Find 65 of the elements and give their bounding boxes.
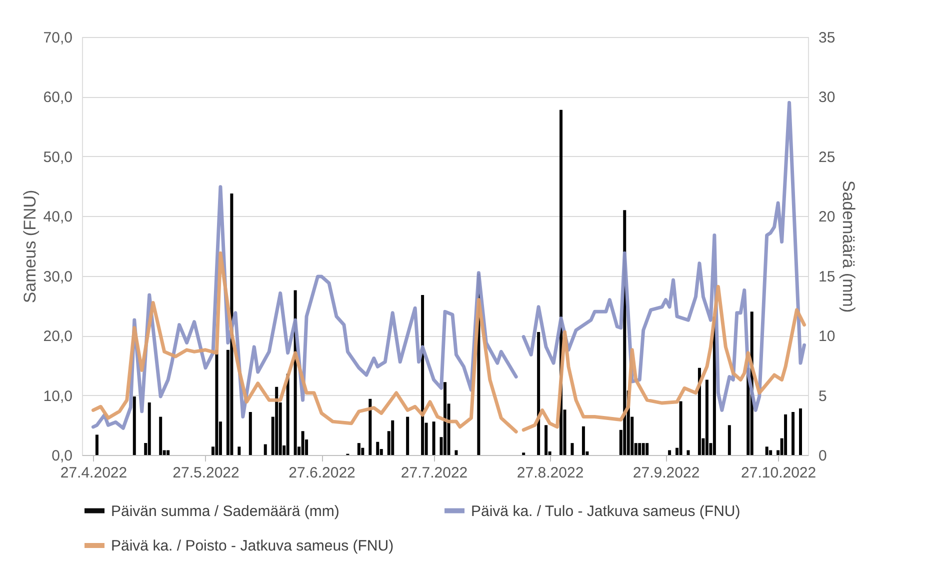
bar bbox=[784, 414, 788, 455]
bar bbox=[454, 450, 458, 455]
bar bbox=[646, 443, 649, 455]
y2-tick-label: 25 bbox=[818, 148, 836, 166]
bar bbox=[368, 398, 372, 455]
x-tick-label: 27.4.2022 bbox=[60, 464, 128, 482]
legend-label: Päivän summa / Sademäärä (mm) bbox=[111, 502, 340, 520]
bar bbox=[421, 294, 424, 455]
bar bbox=[799, 408, 802, 455]
bar bbox=[95, 434, 98, 455]
bar bbox=[642, 443, 645, 455]
bar bbox=[376, 442, 380, 455]
bar bbox=[582, 426, 585, 455]
y2-tick-label: 15 bbox=[818, 268, 836, 286]
bar bbox=[275, 386, 278, 455]
x-tick-label: 27.6.2022 bbox=[288, 464, 356, 482]
bar bbox=[301, 431, 304, 455]
bar bbox=[148, 402, 151, 455]
y-tick-label: 30,0 bbox=[43, 268, 72, 286]
y2-tick-label: 0 bbox=[818, 448, 827, 464]
y-tick-label: 70,0 bbox=[43, 30, 72, 46]
legend-label: Päivä ka. / Poisto - Jatkuva sameus (FNU) bbox=[111, 538, 394, 554]
bar bbox=[765, 446, 768, 455]
bar bbox=[132, 396, 136, 455]
y-tick-label: 20,0 bbox=[43, 328, 72, 346]
x-tick-label: 27.9.2022 bbox=[632, 464, 700, 482]
x-tick-label: 27.5.2022 bbox=[172, 464, 240, 482]
y-tick-label: 10,0 bbox=[43, 388, 72, 405]
y2-tick-label: 30 bbox=[818, 89, 836, 106]
bar bbox=[792, 412, 795, 455]
y2-tick-label: 5 bbox=[818, 388, 827, 405]
bar bbox=[166, 450, 170, 455]
bar bbox=[638, 443, 642, 455]
bar bbox=[444, 382, 446, 455]
bar bbox=[230, 193, 234, 455]
y-tick-label: 0,0 bbox=[52, 448, 72, 464]
y-axis-title: Sameus (FNU) bbox=[20, 190, 40, 304]
bar bbox=[238, 446, 241, 455]
bar bbox=[248, 412, 252, 455]
bar bbox=[391, 420, 394, 455]
bar bbox=[537, 332, 540, 455]
bar bbox=[159, 416, 162, 455]
y2-axis-title: Sademäärä (mm) bbox=[839, 180, 858, 313]
x-tick-label: 27.8.2022 bbox=[516, 464, 584, 482]
y-tick-label: 60,0 bbox=[43, 89, 72, 106]
y2-tick-label: 35 bbox=[818, 30, 836, 46]
bar bbox=[406, 416, 410, 455]
y-tick-label: 50,0 bbox=[43, 148, 72, 166]
bar bbox=[728, 425, 731, 455]
bar bbox=[357, 443, 360, 455]
y2-tick-label: 10 bbox=[818, 328, 836, 346]
x-tick-label: 27.7.2022 bbox=[400, 464, 468, 482]
x-tick-label: 27.10.2022 bbox=[741, 464, 816, 482]
bar bbox=[769, 450, 772, 455]
bar bbox=[570, 443, 574, 455]
bar bbox=[679, 401, 682, 455]
bar bbox=[705, 380, 708, 455]
bar bbox=[668, 450, 672, 455]
y2-tick-label: 20 bbox=[818, 208, 836, 226]
bar bbox=[264, 444, 267, 455]
bar bbox=[544, 425, 548, 455]
bar bbox=[432, 422, 436, 455]
y-tick-label: 40,0 bbox=[43, 208, 72, 226]
legend-label: Päivä ka. / Tulo - Jatkuva sameus (FNU) bbox=[471, 502, 740, 520]
bar bbox=[686, 450, 690, 455]
